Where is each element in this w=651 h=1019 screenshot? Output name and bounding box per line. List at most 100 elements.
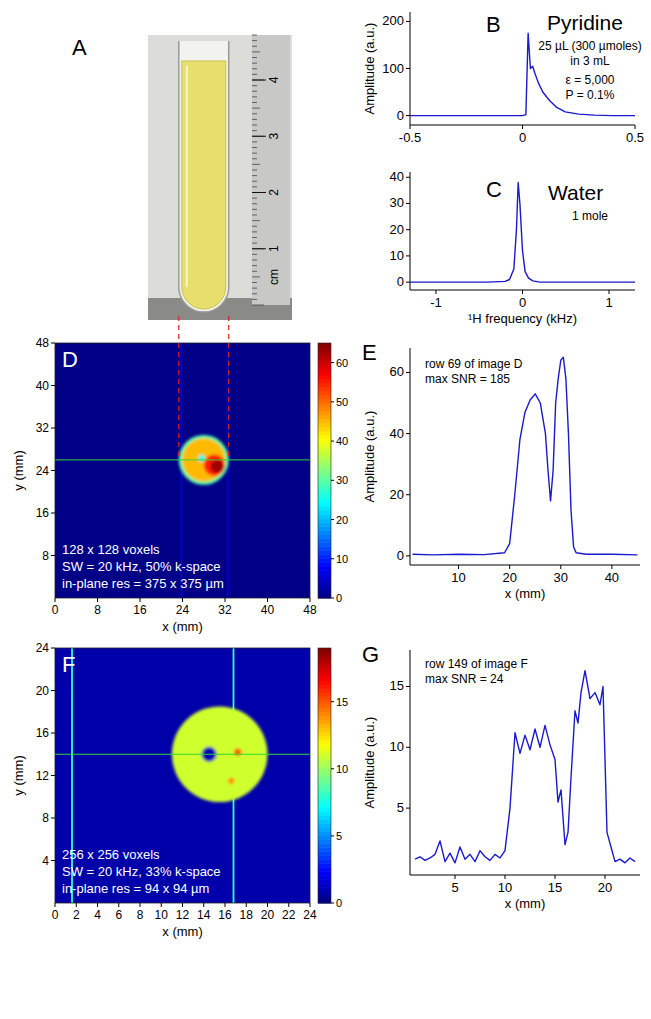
colorbar-label: 40: [336, 435, 348, 447]
ruler-tick: [252, 226, 257, 227]
ruler-tick: [252, 51, 260, 52]
ruler: [252, 35, 290, 305]
colorbar-swatch: [318, 391, 331, 396]
colorbar-swatch: [318, 815, 331, 820]
colorbar-swatch: [318, 783, 331, 788]
x-tick-label: 15: [548, 880, 562, 895]
ruler-tick: [252, 305, 264, 306]
ruler-tick: [252, 153, 257, 154]
colorbar-label: 30: [336, 474, 348, 486]
x-tick-label: 12: [176, 908, 190, 922]
signal-region: [228, 778, 234, 784]
colorbar-swatch: [318, 843, 331, 848]
x-tick-label: 0: [519, 130, 526, 145]
colorbar-swatch: [318, 471, 331, 476]
profile-row: [55, 459, 310, 460]
colorbar-swatch: [318, 732, 331, 737]
colorbar-swatch: [318, 827, 331, 832]
y-axis-title: Amplitude (a.u.): [362, 23, 377, 115]
image-frame: [55, 343, 310, 598]
colorbar-swatch: [318, 776, 331, 781]
colorbar-swatch: [318, 724, 331, 729]
panel-letter: B: [486, 12, 501, 37]
colorbar-swatch: [318, 554, 331, 559]
x-tick-label: 8: [137, 908, 144, 922]
y-tick: [406, 372, 410, 373]
colorbar-swatch: [318, 791, 331, 796]
colorbar-swatch: [318, 562, 331, 567]
x-tick-label: 1: [605, 295, 612, 310]
colorbar-swatch: [318, 359, 331, 364]
colorbar-swatch: [318, 590, 331, 595]
colorbar-label: 60: [336, 357, 348, 369]
colorbar-swatch: [318, 538, 331, 543]
ruler-tick: [252, 40, 257, 41]
panel-letter: C: [486, 177, 502, 202]
colorbar-swatch: [318, 379, 331, 384]
ruler-tick: [252, 96, 257, 97]
colorbar-swatch: [318, 787, 331, 792]
x-tick-label: 18: [240, 908, 254, 922]
ruler-label: 2: [267, 189, 281, 196]
ruler-tick: [252, 35, 257, 36]
ruler-tick: [252, 254, 257, 255]
ruler-tick: [252, 102, 257, 103]
colorbar-swatch: [318, 716, 331, 721]
y-axis: [410, 650, 411, 875]
colorbar-swatch: [318, 506, 331, 511]
colorbar-swatch: [318, 566, 331, 571]
colorbar-swatch: [318, 451, 331, 456]
ruler-tick: [252, 181, 257, 182]
colorbar-swatch: [318, 863, 331, 868]
annotation: in-plane res = 375 x 375 µm: [62, 576, 224, 591]
x-tick-label: 40: [261, 603, 275, 617]
colorbar-swatch: [318, 542, 331, 547]
ruler-tick: [252, 136, 266, 137]
ruler-tick: [252, 237, 257, 238]
colorbar-swatch: [318, 696, 331, 701]
plot-area: [415, 671, 635, 863]
image: [55, 648, 310, 903]
colorbar-swatch: [318, 439, 331, 444]
colorbar-swatch: [318, 343, 331, 348]
colorbar-swatch: [318, 684, 331, 689]
colorbar-swatch: [318, 411, 331, 416]
colorbar-label: 5: [336, 830, 342, 842]
colorbar-tick: [331, 835, 334, 836]
colorbar-swatch: [318, 700, 331, 705]
profile-row: [55, 754, 310, 755]
y-tick: [51, 818, 55, 819]
annotation: ε = 5,000: [565, 73, 614, 87]
colorbar-swatch: [318, 510, 331, 515]
ruler-tick: [252, 68, 257, 69]
colorbar-swatch: [318, 371, 331, 376]
y-tick-label: 0: [397, 274, 404, 289]
x-tick: [225, 598, 226, 602]
y-tick-label: 32: [36, 421, 50, 435]
colorbar-swatch: [318, 748, 331, 753]
y-axis: [410, 172, 411, 290]
y-tick-label: 40: [390, 169, 404, 184]
x-tick: [410, 125, 411, 129]
x-tick-label: -0.5: [399, 130, 421, 145]
colorbar-label: 10: [336, 763, 348, 775]
colorbar-tick: [331, 519, 334, 520]
y-tick-label: 20: [390, 487, 404, 502]
colorbar-swatch: [318, 720, 331, 725]
x-tick: [267, 598, 268, 602]
colorbar-swatch: [318, 740, 331, 745]
colorbar-swatch: [318, 752, 331, 757]
x-axis: [410, 565, 640, 566]
colorbar-swatch: [318, 443, 331, 448]
colorbar-tick: [331, 768, 334, 769]
y-tick: [51, 470, 55, 471]
x-tick-label: 24: [303, 908, 317, 922]
colorbar-tick: [331, 362, 334, 363]
x-tick-label: 0.5: [626, 130, 644, 145]
annotation: in 3 mL: [570, 54, 610, 68]
y-tick: [406, 494, 410, 495]
ruler-tick: [252, 260, 257, 261]
ruler-label: 3: [267, 133, 281, 140]
ruler-tick: [252, 231, 257, 232]
y-tick: [406, 203, 410, 204]
